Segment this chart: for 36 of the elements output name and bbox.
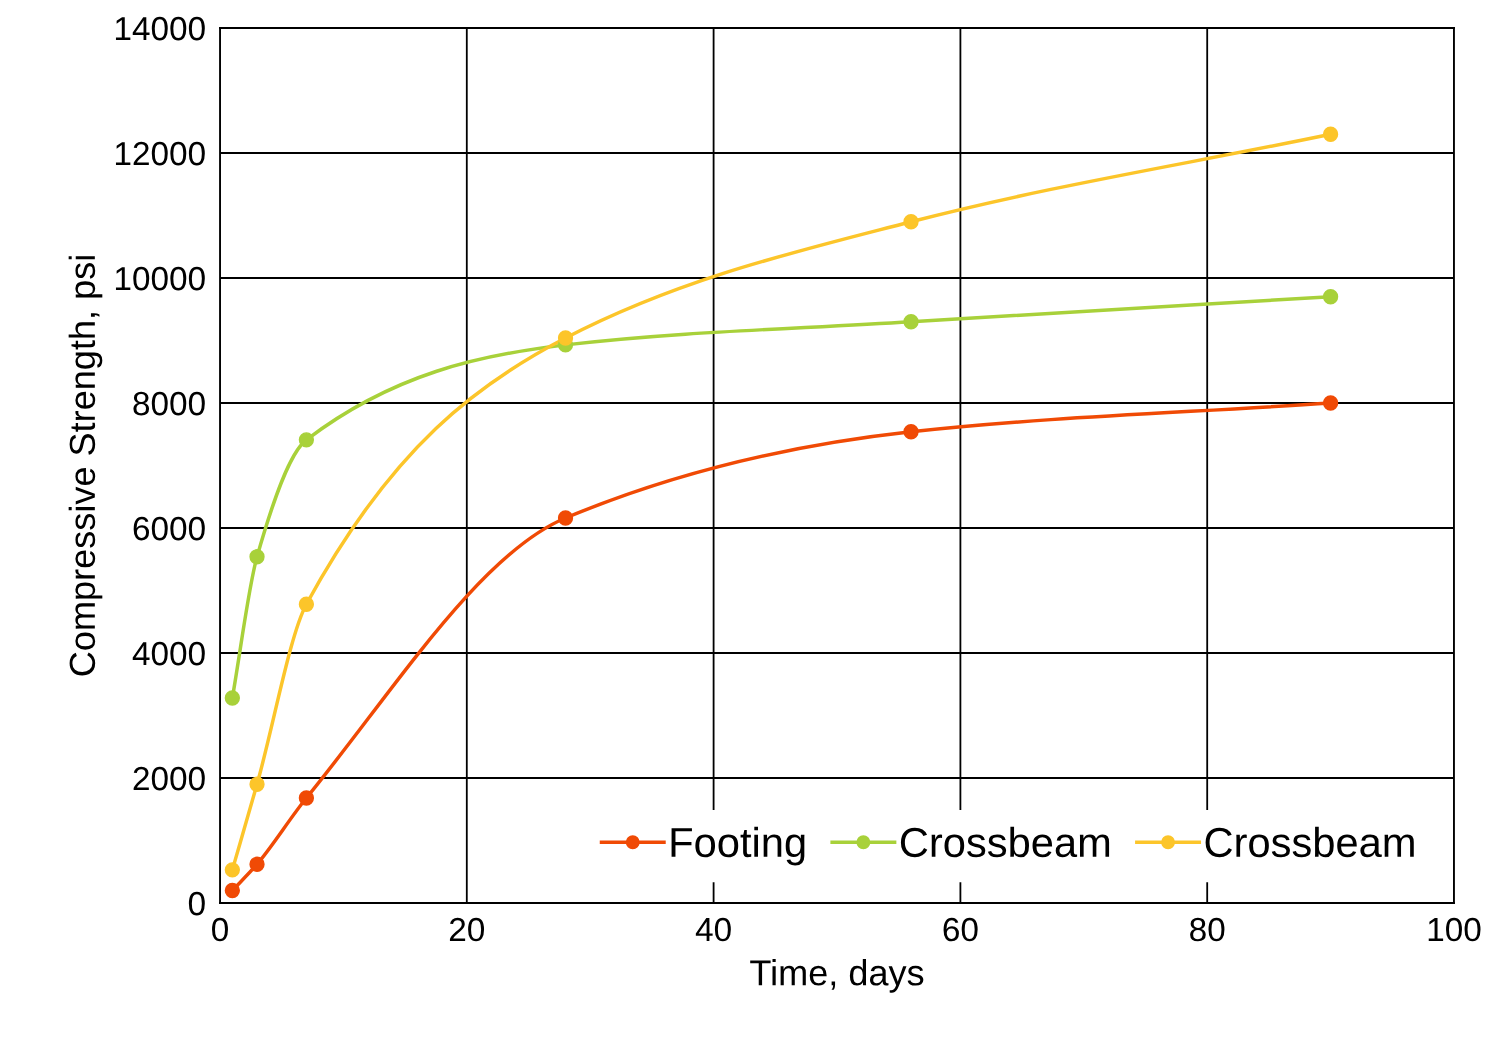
point xyxy=(903,214,919,230)
x-tick-label: 0 xyxy=(212,917,228,942)
point xyxy=(298,790,315,806)
point xyxy=(249,776,265,792)
legend-label: Crossbeam xyxy=(900,826,1110,858)
point xyxy=(224,690,240,706)
point xyxy=(1322,395,1339,411)
point xyxy=(298,596,315,612)
y-tick-label: 0 xyxy=(188,891,205,916)
y-tick-label: 8000 xyxy=(133,391,205,416)
point xyxy=(298,432,315,448)
y-axis-title: Compressive Strength, psi xyxy=(68,256,103,676)
x-tick-label: 40 xyxy=(695,917,731,942)
y-tick-label: 4000 xyxy=(132,641,205,666)
x-axis-title: Time, days xyxy=(750,959,924,993)
point xyxy=(557,510,574,526)
point xyxy=(903,424,919,440)
point xyxy=(224,862,240,878)
y-tick-label: 10000 xyxy=(115,266,205,291)
y-tick-label: 14000 xyxy=(115,16,205,41)
point xyxy=(557,330,574,346)
point xyxy=(249,856,265,872)
x-tick-label: 80 xyxy=(1190,917,1225,942)
point xyxy=(1322,126,1339,142)
point xyxy=(1322,289,1339,305)
y-tick-label: 6000 xyxy=(133,516,205,541)
point xyxy=(249,549,265,565)
y-tick-label: 2000 xyxy=(133,766,205,791)
x-tick-label: 60 xyxy=(943,917,978,942)
legend-label: Footing xyxy=(671,826,805,866)
x-tick-label: 20 xyxy=(449,917,485,942)
y-tick-label: 12000 xyxy=(115,141,205,166)
point xyxy=(224,882,240,899)
legend-label: Crossbeam xyxy=(1205,826,1414,858)
point xyxy=(903,314,919,330)
x-tick-label: 100 xyxy=(1428,917,1481,942)
